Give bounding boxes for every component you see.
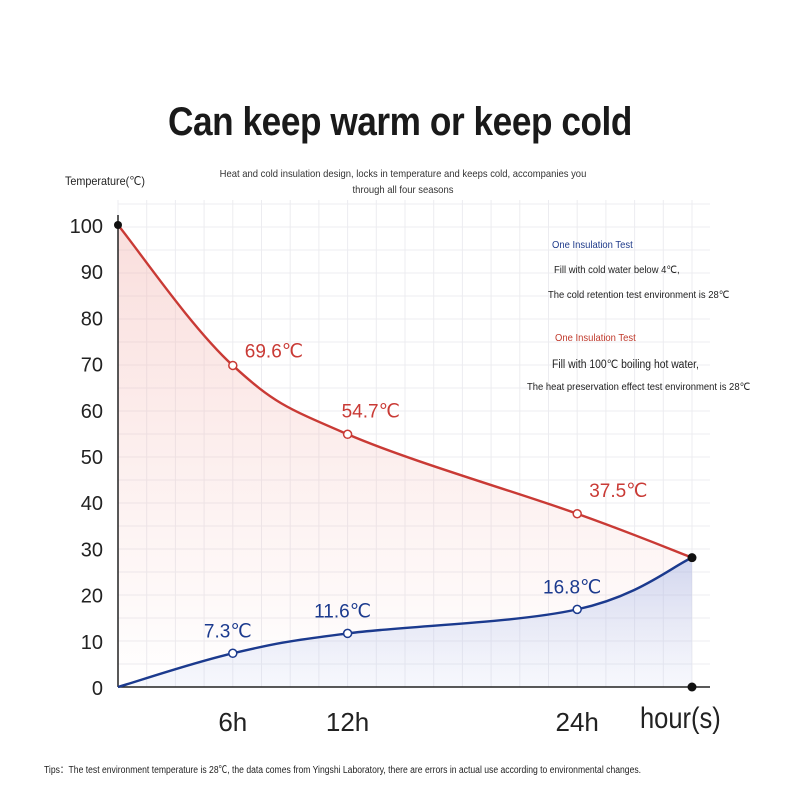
cold-test-line1: Fill with cold water below 4℃, [554,264,680,276]
data-label: 54.7℃ [342,401,400,422]
series-markers: 69.6℃ 54.7℃ 37.5℃ 7.3℃ 11.6℃ 16.8℃ [114,221,697,659]
y-tick-label: 100 [70,216,103,238]
data-point [228,360,238,371]
tips-footnote: Tips：The test environment temperature is… [44,765,642,776]
data-point [572,509,582,519]
x-axis-label: hour(s) [640,702,721,735]
data-label: 16.8℃ [543,577,601,598]
y-axis-label: Temperature(℃) [65,174,145,188]
page-title: Can keep warm or keep cold [168,100,632,144]
series-line [117,556,693,689]
y-tick-label: 50 [81,447,103,469]
cold-test-title: One Insulation Test [552,239,633,251]
series-area [118,225,692,687]
data-label: 11.6℃ [314,601,371,622]
y-tick-label: 90 [81,262,103,284]
data-point [572,604,582,615]
page-subtitle: Heat and cold insulation design, locks i… [219,168,587,196]
y-tick-label: 30 [81,539,103,561]
x-axis-end-dot [687,682,697,692]
y-tick-label: 70 [81,355,103,377]
hot-test-line2: The heat preservation effect test enviro… [527,381,751,393]
hot-test-title: One Insulation Test [555,332,636,344]
x-tick-label: 24h [556,707,599,737]
cold-test-line2: The cold retention test environment is 2… [548,289,730,301]
series-fills [118,225,692,687]
data-point [228,648,238,659]
data-point [342,628,353,639]
end-point [687,553,697,563]
data-label: 69.6℃ [245,341,303,362]
data-label: 37.5℃ [589,481,647,502]
y-tick-label: 40 [81,493,103,515]
hot-test-line1: Fill with 100℃ boiling hot water, [552,359,699,371]
y-tick-label: 80 [81,308,103,330]
chart-axes [117,215,710,692]
data-point [342,429,353,440]
axis-ticks: 0 10 20 30 40 50 60 70 80 90 100 6h 12h 24h [70,216,599,737]
y-tick-label: 10 [81,632,103,654]
series-area [118,557,692,687]
x-tick-label: 12h [326,707,369,737]
start-point [114,221,122,229]
data-label: 7.3℃ [204,621,252,642]
y-tick-label: 0 [92,678,103,700]
y-tick-label: 20 [81,586,103,608]
x-tick-label: 6h [218,707,247,737]
y-tick-label: 60 [81,401,103,423]
